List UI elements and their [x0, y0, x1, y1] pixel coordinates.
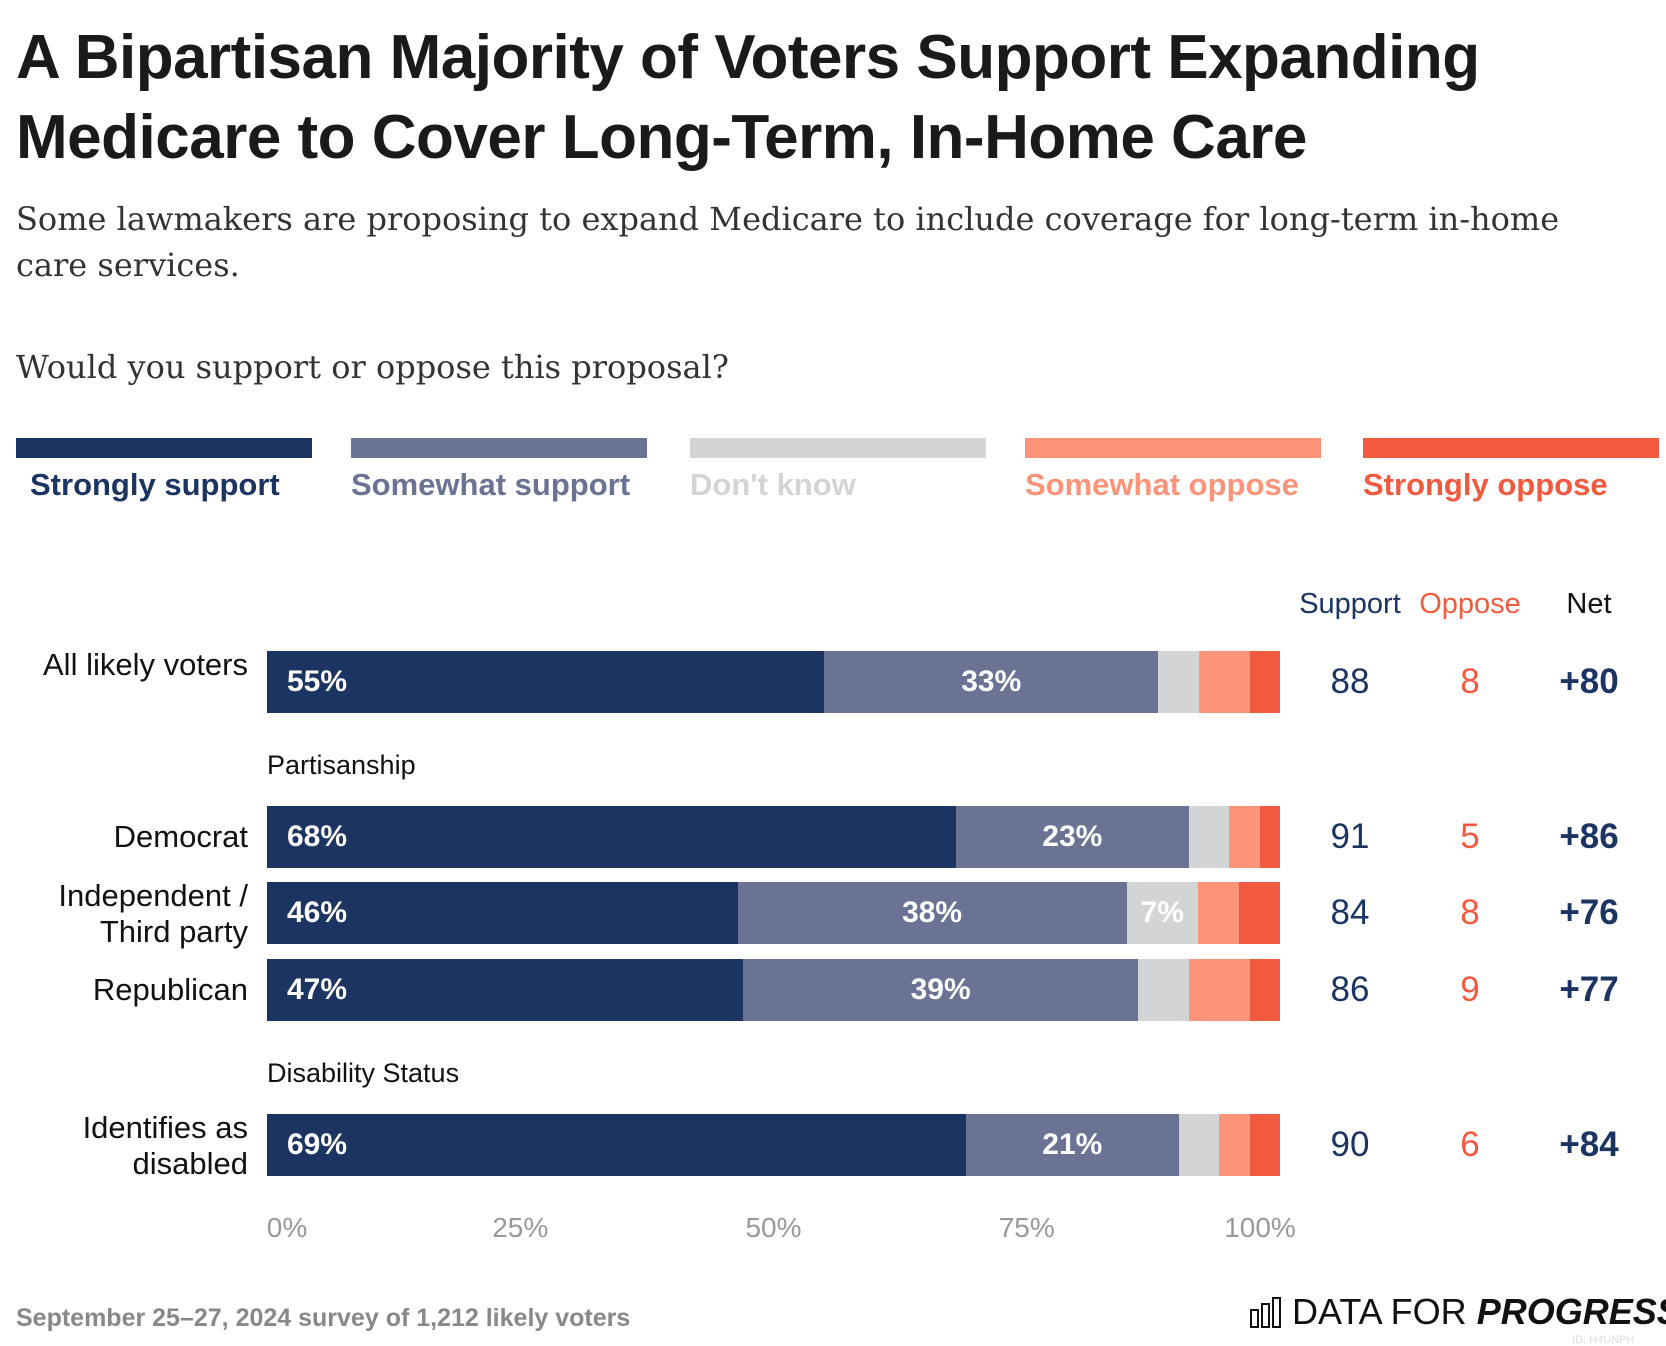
- net-column-header: Net: [1566, 588, 1612, 620]
- legend-swatch: [16, 438, 312, 458]
- net-value: +80: [1559, 662, 1619, 701]
- oppose-value: 8: [1460, 893, 1480, 932]
- survey-question: Would you support or oppose this proposa…: [16, 348, 729, 386]
- bar-segment: [267, 806, 956, 868]
- logo-text-light: DATA FOR: [1292, 1291, 1477, 1332]
- bar-chart-icon: [1250, 1297, 1281, 1328]
- legend-swatch: [1025, 438, 1321, 458]
- bar-value-label: 33%: [961, 665, 1022, 698]
- bar-segment: [1259, 806, 1280, 868]
- legend-swatch: [1363, 438, 1659, 458]
- chart-subtitle: Some lawmakers are proposing to expand M…: [16, 200, 1560, 284]
- bar-segment: [1178, 1114, 1220, 1176]
- net-value: +84: [1559, 1125, 1619, 1164]
- bar-segment: [1158, 651, 1199, 713]
- support-value: 88: [1330, 662, 1370, 701]
- bar-segment: [1249, 959, 1280, 1021]
- support-column-header: Support: [1299, 588, 1401, 620]
- x-tick-label: 50%: [745, 1212, 802, 1243]
- bar-segment: [1188, 959, 1250, 1021]
- row-label: Republican: [92, 972, 248, 1007]
- legend-swatch: [351, 438, 647, 458]
- x-tick-label: 0%: [266, 1212, 308, 1243]
- bar-segment: [1249, 651, 1280, 713]
- x-tick-label: 75%: [998, 1212, 1055, 1243]
- oppose-column-header: Oppose: [1419, 588, 1521, 620]
- legend-label: Somewhat oppose: [1025, 467, 1299, 502]
- legend-label: Strongly oppose: [1363, 467, 1608, 502]
- oppose-value: 5: [1460, 817, 1480, 856]
- support-value: 86: [1330, 970, 1370, 1009]
- x-tick-label: 25%: [492, 1212, 549, 1243]
- chart-title: A Bipartisan Majority of Voters Support …: [16, 23, 1480, 172]
- bar-segment: [1229, 806, 1260, 868]
- bar-value-label: 69%: [287, 1128, 348, 1161]
- support-value: 91: [1330, 817, 1370, 856]
- bar-segment: [267, 959, 744, 1021]
- bar-value-label: 55%: [287, 665, 348, 698]
- bar-value-label: 38%: [902, 896, 963, 929]
- bar-segment: [1198, 651, 1250, 713]
- bar-segment: [1198, 882, 1240, 944]
- legend-label: Strongly support: [30, 467, 280, 502]
- bar-segment: [1138, 959, 1189, 1021]
- bar-segment: [1249, 1114, 1280, 1176]
- legend-label: Somewhat support: [351, 467, 631, 502]
- bar-value-label: 46%: [287, 896, 348, 929]
- support-value: 84: [1330, 893, 1370, 932]
- net-value: +76: [1559, 893, 1619, 932]
- logo-text-bold: PROGRESS: [1476, 1291, 1666, 1332]
- bar-segment: [743, 959, 1139, 1021]
- bar-segment: [267, 651, 825, 713]
- footer-source: September 25–27, 2024 survey of 1,212 li…: [16, 1304, 631, 1332]
- row-label: Independent / Third party: [58, 878, 248, 949]
- bar-segment: [1239, 882, 1280, 944]
- support-value: 90: [1330, 1125, 1370, 1164]
- bar-segment: [737, 882, 1127, 944]
- bar-segment: [955, 806, 1189, 868]
- legend-label: Don't know: [690, 467, 856, 502]
- bar-segment: [1188, 806, 1230, 868]
- oppose-value: 6: [1460, 1125, 1480, 1164]
- bar-segment: [824, 651, 1159, 713]
- row-label: Identifies as disabled: [82, 1110, 248, 1181]
- row-label: All likely voters: [43, 647, 248, 682]
- legend-swatch: [690, 438, 986, 458]
- bar-segment: [267, 1114, 966, 1176]
- bar-value-label: 39%: [910, 973, 971, 1006]
- net-value: +77: [1559, 970, 1619, 1009]
- bar-value-label: 47%: [287, 973, 348, 1006]
- chart-id: ID: H4UNPH: [1572, 1334, 1635, 1346]
- bar-value-label: 23%: [1042, 820, 1103, 853]
- bar-segment: [965, 1114, 1179, 1176]
- dfp-logo: DATA FOR PROGRESS: [1250, 1291, 1666, 1332]
- bar-value-label: 21%: [1042, 1128, 1103, 1161]
- oppose-value: 8: [1460, 662, 1480, 701]
- bar-segment: [1126, 882, 1199, 944]
- bar-value-label: 68%: [287, 820, 348, 853]
- net-value: +86: [1559, 817, 1619, 856]
- oppose-value: 9: [1460, 970, 1480, 1009]
- bar-segment: [1219, 1114, 1250, 1176]
- row-label: Democrat: [113, 819, 248, 854]
- x-tick-label: 100%: [1224, 1212, 1296, 1243]
- bar-segment: [267, 882, 738, 944]
- bar-value-label: 7%: [1140, 896, 1184, 929]
- section-label-partisanship: Partisanship: [267, 750, 416, 780]
- section-label-disability: Disability Status: [267, 1058, 460, 1088]
